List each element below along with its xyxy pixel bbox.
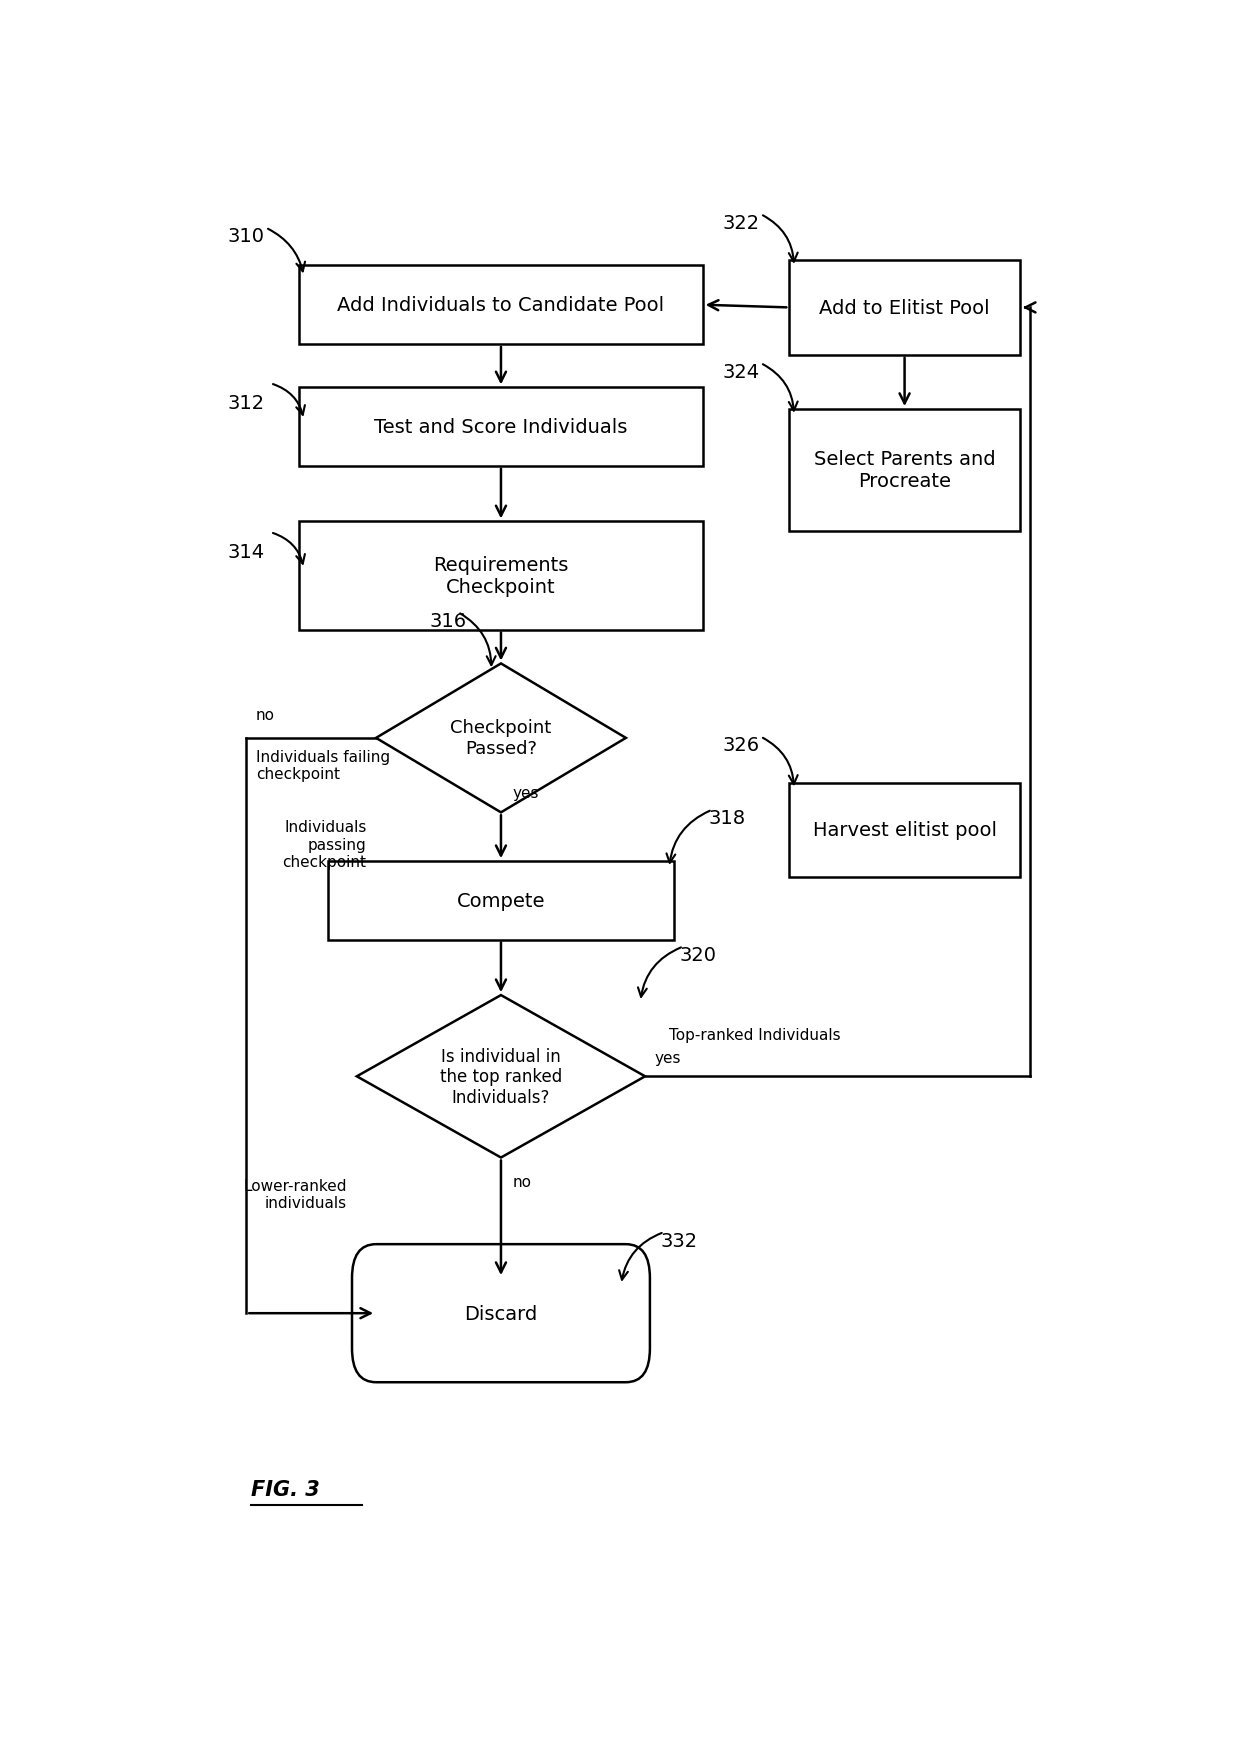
- Text: Harvest elitist pool: Harvest elitist pool: [812, 821, 997, 840]
- Text: 320: 320: [680, 945, 717, 965]
- Text: 324: 324: [723, 362, 760, 381]
- Text: yes: yes: [655, 1051, 681, 1066]
- Text: 312: 312: [228, 394, 265, 413]
- Text: Top-ranked Individuals: Top-ranked Individuals: [670, 1028, 841, 1044]
- Text: Add to Elitist Pool: Add to Elitist Pool: [820, 299, 990, 318]
- Text: Checkpoint
Passed?: Checkpoint Passed?: [450, 719, 552, 757]
- FancyBboxPatch shape: [789, 260, 1019, 355]
- Text: Compete: Compete: [456, 891, 546, 910]
- Text: yes: yes: [512, 785, 539, 799]
- Text: Lower-ranked
individuals: Lower-ranked individuals: [244, 1179, 347, 1211]
- FancyBboxPatch shape: [299, 388, 703, 467]
- Text: 332: 332: [660, 1232, 697, 1249]
- Text: 310: 310: [228, 227, 265, 246]
- Text: Is individual in
the top ranked
Individuals?: Is individual in the top ranked Individu…: [440, 1047, 562, 1107]
- Text: no: no: [512, 1174, 532, 1189]
- FancyBboxPatch shape: [327, 861, 675, 940]
- Text: no: no: [255, 708, 275, 722]
- FancyBboxPatch shape: [299, 522, 703, 631]
- Text: 314: 314: [228, 543, 265, 560]
- FancyBboxPatch shape: [789, 784, 1019, 878]
- Text: 316: 316: [429, 611, 466, 631]
- Text: Select Parents and
Procreate: Select Parents and Procreate: [813, 450, 996, 492]
- FancyBboxPatch shape: [299, 267, 703, 344]
- Polygon shape: [376, 664, 626, 813]
- Text: 318: 318: [708, 808, 745, 828]
- Text: Test and Score Individuals: Test and Score Individuals: [374, 418, 627, 437]
- FancyBboxPatch shape: [352, 1244, 650, 1383]
- Text: FIG. 3: FIG. 3: [250, 1479, 320, 1499]
- Text: Individuals
passing
checkpoint: Individuals passing checkpoint: [283, 819, 367, 870]
- Text: Requirements
Checkpoint: Requirements Checkpoint: [433, 555, 569, 597]
- Text: Add Individuals to Candidate Pool: Add Individuals to Candidate Pool: [337, 295, 665, 315]
- Text: Discard: Discard: [464, 1304, 538, 1323]
- Text: 322: 322: [723, 214, 760, 232]
- Text: 326: 326: [723, 736, 760, 756]
- FancyBboxPatch shape: [789, 409, 1019, 531]
- Text: Individuals failing
checkpoint: Individuals failing checkpoint: [255, 748, 391, 782]
- Polygon shape: [357, 996, 645, 1158]
